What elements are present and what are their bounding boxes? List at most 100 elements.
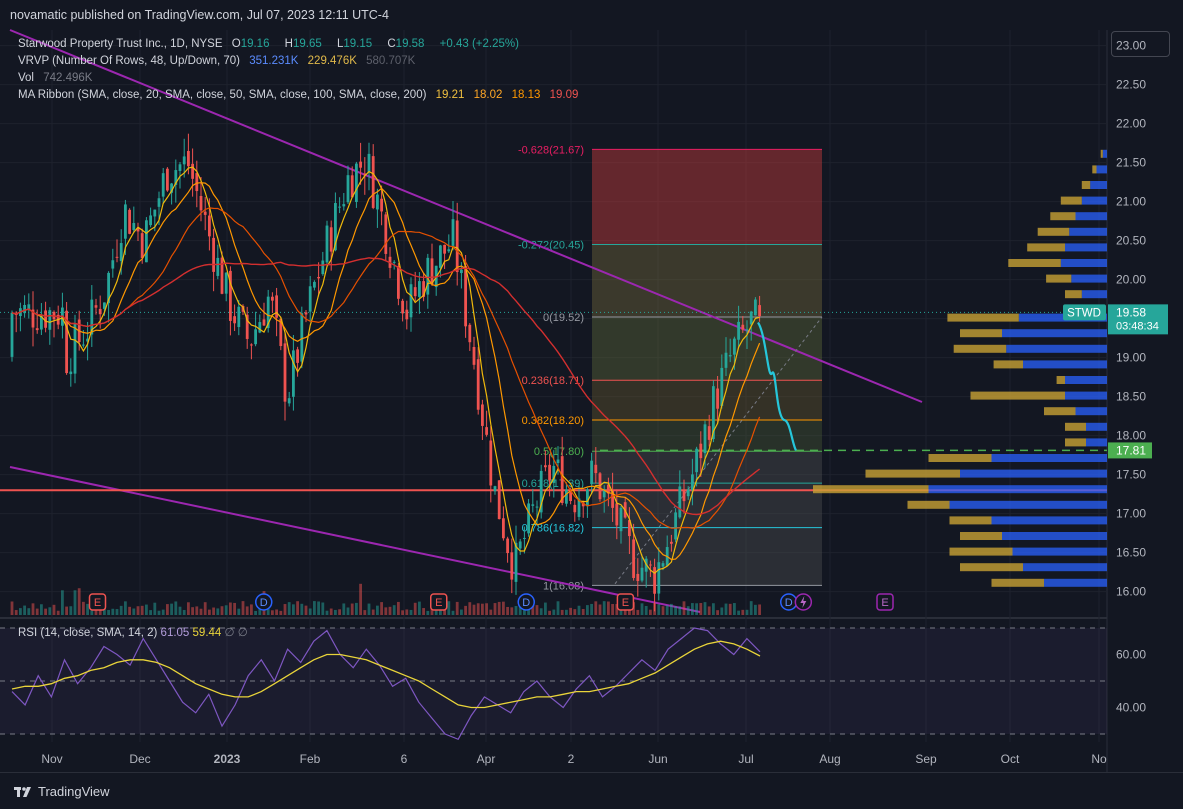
candle-body — [98, 308, 102, 315]
price-tick-label: 16.00 — [1116, 585, 1146, 599]
vp-up-bar — [1065, 391, 1107, 400]
vp-up-bar — [1002, 532, 1107, 540]
event-marker-d[interactable]: D — [780, 593, 798, 611]
vp-down-bar — [1056, 376, 1065, 384]
candle-body — [691, 474, 694, 491]
volume-bar — [149, 610, 152, 615]
candle-body — [31, 309, 35, 328]
volume-bar — [363, 610, 367, 615]
candle-body — [287, 398, 291, 404]
candle-body — [296, 349, 299, 363]
vp-up-bar — [1018, 313, 1107, 322]
volume-bar — [174, 601, 178, 615]
time-tick-label: Apr — [477, 752, 496, 766]
symbol-search-box[interactable] — [1111, 31, 1170, 57]
volume-bar — [153, 602, 157, 615]
volume-bar — [455, 601, 459, 615]
candle-body — [124, 204, 127, 239]
volume-bar — [695, 603, 698, 615]
candle-body — [153, 209, 157, 217]
candle-body — [586, 489, 589, 507]
volume-bar — [489, 609, 493, 615]
fib-level-label: 0.382(18.20) — [522, 415, 584, 427]
close-value: 19.58 — [395, 38, 425, 50]
candle-body — [581, 502, 585, 507]
candle-body — [203, 211, 207, 215]
candle-body — [149, 215, 152, 226]
legend-vol-row[interactable]: Vol 742.496K — [18, 70, 584, 87]
rsi-flags: ∅ ∅ — [224, 627, 248, 639]
candle-body — [279, 318, 283, 347]
ma200-value: 19.09 — [549, 89, 579, 101]
candle-body — [657, 562, 661, 594]
candle-body — [245, 314, 249, 339]
volume-bar — [90, 610, 94, 615]
candle-body — [161, 173, 165, 197]
candle-body — [342, 204, 346, 207]
volume-bar — [250, 604, 253, 615]
projection-path — [757, 321, 798, 451]
earnings-icon-letter: E — [622, 597, 629, 609]
candle-body — [527, 503, 530, 534]
legend-vrvp-row[interactable]: VRVP (Number Of Rows, 48, Up/Down, 70) 3… — [18, 53, 584, 70]
last-price-badge — [1108, 304, 1168, 335]
event-marker-split[interactable] — [794, 593, 813, 611]
candle-body — [367, 153, 371, 173]
low-value: 19.15 — [343, 38, 373, 50]
event-marker-e[interactable]: E — [430, 593, 448, 611]
time-tick-label: 6 — [401, 752, 408, 766]
price-tick-label: 20.50 — [1116, 234, 1146, 248]
vp-up-bar — [928, 485, 1107, 494]
volume-bar — [644, 606, 648, 615]
candle-body — [187, 150, 190, 167]
high-value: 19.65 — [292, 38, 322, 50]
legend-symbol-row[interactable]: Starwood Property Trust Inc., 1D, NYSE O… — [18, 36, 584, 53]
volume-bar — [712, 603, 715, 615]
event-marker-d[interactable]: D — [255, 593, 273, 611]
volume-bar — [178, 606, 182, 615]
event-marker-d[interactable]: D — [517, 593, 535, 611]
volume-bar — [397, 601, 400, 615]
candle-body — [384, 214, 388, 254]
volume-bar — [283, 604, 287, 615]
earnings-icon — [876, 593, 894, 611]
volume-bar — [602, 601, 606, 615]
chart-canvas[interactable]: -0.628(21.67) -0.272(20.45) 0(19.52) 0.236(… — [0, 0, 1183, 772]
volume-bar — [460, 609, 463, 615]
ma-ribbon-label: MA Ribbon (SMA, close, 20, SMA, close, 5… — [18, 89, 427, 101]
time-tick-label: No — [1091, 752, 1107, 766]
candle-body — [103, 302, 106, 309]
volume-bar — [208, 609, 211, 615]
candle-body — [304, 312, 308, 315]
candle-body — [682, 490, 686, 502]
vp-down-bar — [1081, 181, 1091, 189]
event-marker-e[interactable]: E — [876, 593, 894, 611]
tradingview-brand[interactable]: TradingView — [14, 784, 110, 799]
volume-bar — [523, 606, 526, 615]
volume-bar — [506, 606, 509, 615]
volume-bar — [48, 607, 52, 615]
volume-bar — [380, 602, 383, 615]
fib-zone-top — [592, 149, 822, 245]
legend-ma-row[interactable]: MA Ribbon (SMA, close, 20, SMA, close, 5… — [18, 87, 584, 104]
volume-bar — [724, 603, 728, 615]
time-tick-label: 2023 — [214, 752, 241, 766]
vp-up-bar — [991, 516, 1107, 525]
vp-up-bar — [1081, 196, 1107, 205]
volume-bar — [640, 603, 644, 615]
volume-bar — [31, 603, 35, 615]
vp-down-bar — [1065, 438, 1086, 447]
candle-body — [590, 460, 593, 485]
vrvp-label: VRVP (Number Of Rows, 48, Up/Down, 70) — [18, 55, 240, 67]
open-label: O — [231, 38, 241, 50]
ma50-value: 18.02 — [473, 89, 503, 101]
candle-body — [250, 344, 253, 346]
dividend-icon-letter: D — [260, 597, 268, 609]
rsi-legend[interactable]: RSI (14, close, SMA, 14, 2) 61.05 59.44 … — [18, 625, 248, 639]
event-marker-e[interactable]: E — [88, 593, 107, 611]
volume-bar — [502, 601, 505, 615]
candle-body — [90, 299, 94, 335]
price-tick-label: 23.00 — [1116, 39, 1146, 53]
volume-bar — [241, 601, 245, 615]
event-marker-e[interactable]: E — [616, 593, 635, 611]
